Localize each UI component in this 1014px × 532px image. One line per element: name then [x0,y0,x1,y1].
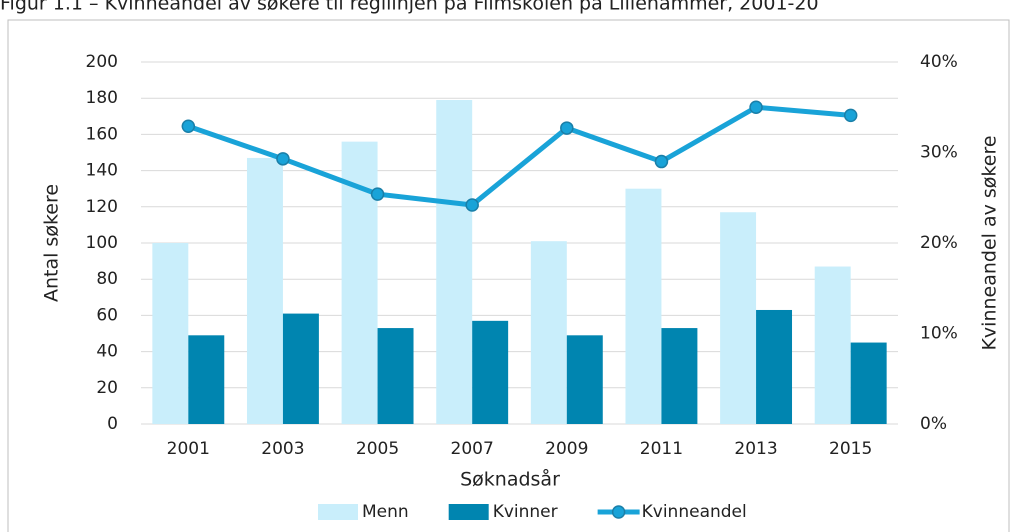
chart-border [7,19,1010,532]
bar [377,328,414,424]
bar [188,335,225,424]
line [187,104,851,208]
y-tick-label: 180 [86,88,118,108]
marker [654,154,669,169]
marker [181,119,196,134]
y2-axis-title: Kvinneandel av søkere [979,135,1001,350]
chart-title: Figur 1.1 – Kvinneandel av søkere til re… [0,0,819,15]
x-tick-label: 2005 [356,439,399,459]
y2-tick-label: 10% [920,324,958,344]
y-tick-label: 0 [107,414,118,434]
bar [661,328,698,424]
y-tick-label: 60 [96,305,118,325]
y-tick-label: 40 [96,342,118,362]
bar [152,243,189,424]
bar [814,266,851,424]
x-tick-label: 2015 [829,439,872,459]
marker [370,187,385,201]
x-tick-label: 2007 [451,439,494,459]
bar [566,335,603,424]
bar [720,212,757,424]
legend-swatch [448,504,489,520]
legend-label: Kvinneandel [642,502,747,522]
legend-swatch [318,504,358,520]
marker [276,152,290,166]
bar [625,188,662,424]
bar [436,100,473,424]
x-tick-label: 2013 [734,439,777,459]
x-tick-label: 2001 [167,439,210,459]
y2-tick-label: 20% [920,233,958,253]
x-tick-label: 2003 [261,439,304,459]
marker [843,108,858,123]
bar [530,241,567,424]
y-tick-label: 20 [96,378,118,398]
y2-tick-label: 0% [920,414,947,434]
bar [850,342,887,424]
legend-label: Menn [362,502,409,522]
marker [465,198,479,212]
bar [756,309,793,424]
bar [282,313,319,424]
y2-tick-label: 40% [920,52,958,72]
x-axis-title: Søknadsår [460,468,560,491]
legend-label: Kvinner [493,502,558,522]
bar [246,157,283,424]
y-tick-label: 120 [86,197,118,217]
bar [472,320,509,424]
y-tick-label: 80 [96,269,118,289]
marker [749,100,763,114]
y-tick-label: 160 [86,124,118,144]
y-axis-title: Antal søkere [41,184,63,302]
y2-tick-label: 30% [920,143,958,163]
y-tick-label: 140 [86,161,118,181]
x-tick-label: 2011 [640,439,683,459]
y-tick-label: 100 [86,233,118,253]
marker [560,121,574,135]
x-tick-label: 2009 [545,439,588,459]
y-tick-label: 200 [86,52,118,72]
legend-marker [611,505,626,519]
